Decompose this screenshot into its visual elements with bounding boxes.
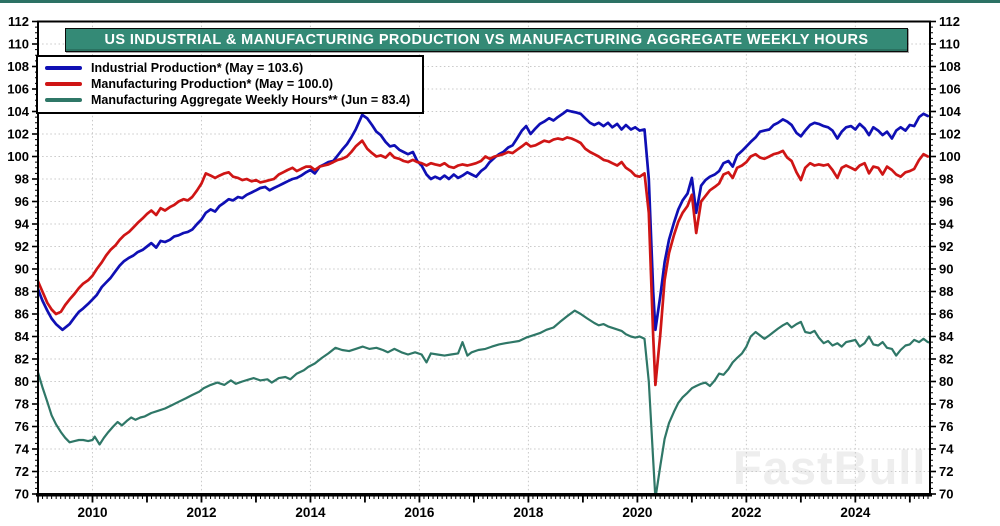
y-axis-label-left: 112 <box>8 14 29 29</box>
y-axis-label-left: 86 <box>15 307 29 322</box>
x-axis-ticks: 2010 2012 2014 2016 2018 2020 2022 2024 <box>37 496 929 520</box>
y-axis-label-left: 78 <box>15 397 29 412</box>
top-accent-strip <box>0 0 1000 3</box>
y-axis-label-left: 88 <box>15 284 29 299</box>
y-axis-label-right: 88 <box>939 284 953 299</box>
legend-swatch-manufacturing-hours <box>45 98 82 102</box>
y-axis-label-right: 76 <box>939 419 953 434</box>
legend-item-manufacturing-hours: Manufacturing Aggregate Weekly Hours** (… <box>45 92 410 108</box>
series-industrial-production <box>38 109 930 332</box>
y-axis-label-left: 82 <box>15 352 29 367</box>
y-axis-label-right: 90 <box>939 262 953 277</box>
legend-label: Industrial Production* (May = 103.6) <box>91 61 304 75</box>
series-manufacturing-production <box>38 136 930 387</box>
y-axis-label-left: 108 <box>7 59 29 74</box>
y-axis-label-right: 92 <box>939 239 953 254</box>
y-axis-label-left: 92 <box>15 239 29 254</box>
y-axis-label-right: 86 <box>939 307 953 322</box>
legend-swatch-industrial-production <box>45 66 82 70</box>
y-axis-label-right: 70 <box>939 487 953 502</box>
watermark: FastBull <box>733 441 927 494</box>
x-axis-label: 2014 <box>295 505 326 520</box>
y-axis-label-left: 104 <box>7 104 29 119</box>
y-axis-label-right: 102 <box>939 127 961 142</box>
x-axis-label: 2024 <box>840 505 871 520</box>
y-axis-label-left: 72 <box>15 464 29 479</box>
y-axis-label-left: 70 <box>15 487 29 502</box>
legend-label: Manufacturing Aggregate Weekly Hours** (… <box>91 93 411 107</box>
y-axis-label-right: 104 <box>939 104 961 119</box>
y-axis-label-left: 76 <box>15 419 29 434</box>
y-axis-label-left: 80 <box>15 374 29 389</box>
series-manufacturing-hours <box>38 309 930 494</box>
y-axis-ticks: 70 70 72 72 74 74 76 76 78 78 80 80 82 82 84 84 86 86 88 88… <box>7 14 961 502</box>
y-axis-label-left: 96 <box>15 194 29 209</box>
legend-item-industrial-production: Industrial Production* (May = 103.6) <box>45 60 410 76</box>
y-axis-label-left: 74 <box>15 442 30 457</box>
y-axis-label-right: 80 <box>939 374 953 389</box>
y-axis-label-left: 84 <box>15 329 30 344</box>
legend: Industrial Production* (May = 103.6) Manu… <box>36 55 425 114</box>
y-axis-label-left: 106 <box>7 82 29 97</box>
y-axis-label-left: 110 <box>8 37 29 52</box>
y-axis-label-right: 108 <box>939 59 961 74</box>
x-axis-label: 2018 <box>513 505 544 520</box>
y-axis-label-right: 94 <box>939 217 954 232</box>
y-axis-label-right: 110 <box>939 37 960 52</box>
x-axis-label: 2022 <box>731 505 761 520</box>
chart-title: US INDUSTRIAL & MANUFACTURING PRODUCTION… <box>65 28 908 52</box>
y-axis-label-right: 98 <box>939 172 953 187</box>
legend-item-manufacturing-production: Manufacturing Production* (May = 100.0) <box>45 76 410 92</box>
y-axis-label-right: 106 <box>939 82 961 97</box>
y-axis-label-left: 94 <box>15 217 30 232</box>
legend-swatch-manufacturing-production <box>45 82 82 86</box>
x-axis-label: 2016 <box>404 505 435 520</box>
y-axis-label-right: 78 <box>939 397 953 412</box>
legend-label: Manufacturing Production* (May = 100.0) <box>91 77 334 91</box>
y-axis-label-left: 98 <box>15 172 29 187</box>
y-axis-label-right: 100 <box>939 149 961 164</box>
x-axis-label: 2010 <box>77 505 107 520</box>
y-axis-label-right: 112 <box>939 14 960 29</box>
y-axis-label-right: 74 <box>939 442 954 457</box>
x-axis-label: 2012 <box>186 505 216 520</box>
y-axis-label-right: 72 <box>939 464 953 479</box>
y-axis-label-left: 100 <box>7 149 29 164</box>
y-axis-label-right: 96 <box>939 194 953 209</box>
y-axis-label-right: 84 <box>939 329 954 344</box>
y-axis-label-left: 102 <box>7 127 29 142</box>
y-axis-label-left: 90 <box>15 262 29 277</box>
x-axis-label: 2020 <box>622 505 652 520</box>
y-axis-label-right: 82 <box>939 352 953 367</box>
